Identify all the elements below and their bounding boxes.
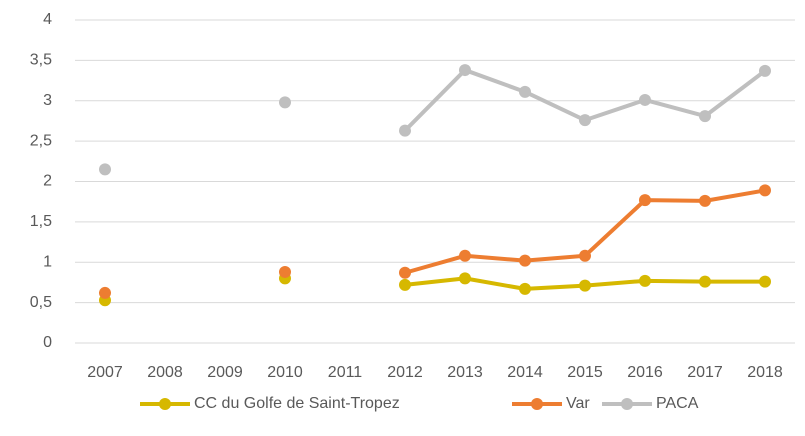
x-tick-label: 2011 [328, 364, 363, 381]
marker [459, 249, 471, 262]
marker [399, 278, 411, 291]
y-tick-label: 1 [43, 253, 52, 270]
marker [639, 194, 651, 207]
marker [639, 274, 651, 287]
marker [459, 272, 471, 285]
marker [759, 184, 771, 197]
marker [579, 249, 591, 262]
marker [519, 254, 531, 267]
marker [99, 286, 111, 299]
y-tick-label: 2 [43, 173, 52, 190]
marker [399, 266, 411, 279]
marker [759, 64, 771, 77]
x-tick-label: 2014 [507, 364, 543, 381]
x-tick-label: 2017 [687, 364, 723, 381]
y-tick-label: 3,5 [30, 52, 52, 69]
x-tick-label: 2013 [447, 364, 483, 381]
marker [399, 124, 411, 137]
marker [279, 96, 291, 109]
marker [699, 275, 711, 288]
x-tick-label: 2015 [567, 364, 603, 381]
legend-label: CC du Golfe de Saint-Tropez [194, 395, 400, 412]
x-tick-label: 2009 [207, 364, 243, 381]
y-tick-label: 2,5 [30, 132, 52, 149]
marker [579, 114, 591, 127]
legend-marker [621, 398, 633, 410]
x-tick-label: 2010 [267, 364, 303, 381]
legend-marker [531, 398, 543, 410]
legend-label: PACA [656, 395, 699, 412]
legend-label: Var [566, 395, 590, 412]
y-tick-label: 4 [43, 11, 52, 28]
marker [279, 265, 291, 278]
marker [759, 275, 771, 288]
marker [699, 194, 711, 207]
y-tick-label: 1,5 [30, 213, 52, 230]
y-tick-label: 0,5 [30, 294, 52, 311]
x-tick-label: 2018 [747, 364, 783, 381]
marker [699, 110, 711, 123]
legend-marker [159, 398, 171, 410]
marker [579, 279, 591, 292]
x-tick-label: 2008 [147, 364, 183, 381]
marker [519, 282, 531, 295]
x-tick-label: 2016 [627, 364, 663, 381]
y-tick-label: 3 [43, 92, 52, 109]
x-tick-label: 2007 [87, 364, 123, 381]
marker [99, 163, 111, 176]
marker [519, 85, 531, 98]
marker [639, 93, 651, 106]
y-tick-label: 0 [43, 334, 52, 351]
marker [459, 64, 471, 77]
x-tick-label: 2012 [387, 364, 423, 381]
